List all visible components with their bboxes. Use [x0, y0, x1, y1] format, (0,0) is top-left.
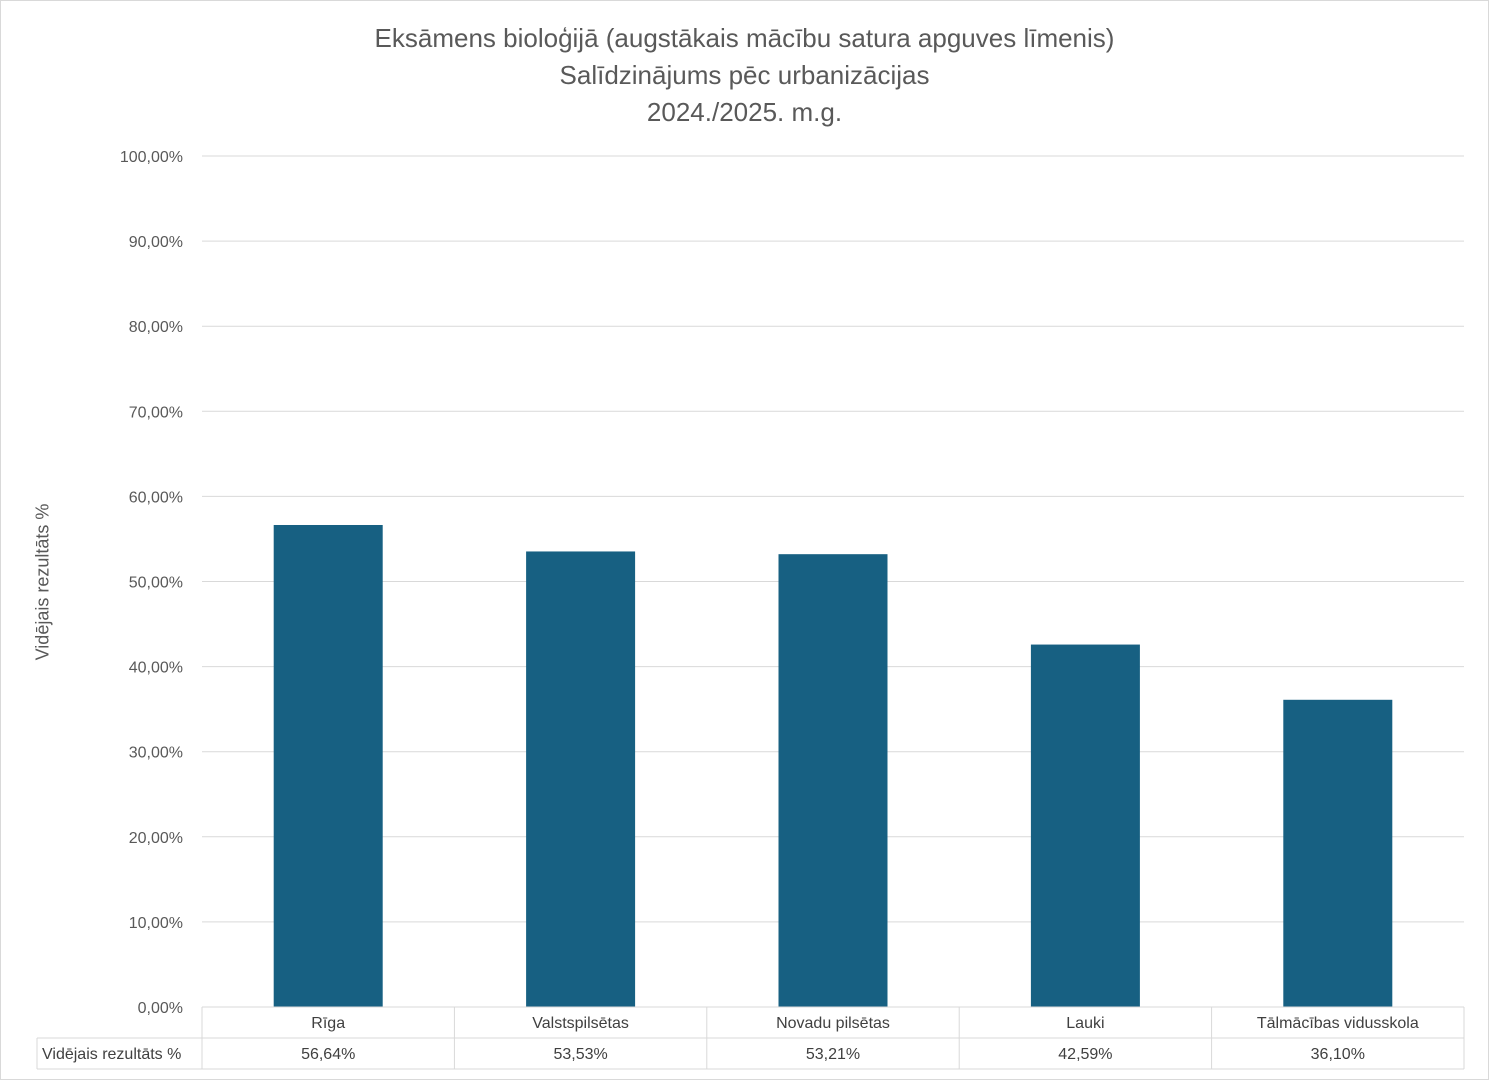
- series-name: Vidējais rezultāts %: [42, 1046, 181, 1063]
- y-tick-label: 20,00%: [129, 830, 183, 847]
- data-label: 56,64%: [301, 1046, 355, 1063]
- y-tick-label: 70,00%: [129, 404, 183, 421]
- bar: [1283, 699, 1393, 1007]
- category-label: Novadu pilsētas: [776, 1015, 890, 1032]
- category-label: Valstspilsētas: [532, 1015, 629, 1032]
- y-tick-label: 60,00%: [129, 489, 183, 506]
- data-table: Rīga 56,64% Valstspilsētas 53,53% Novadu pil…: [36, 1006, 1465, 1070]
- y-tick-label: 100,00%: [120, 149, 183, 166]
- data-label: 53,53%: [553, 1046, 607, 1063]
- bar: [526, 551, 636, 1007]
- chart-title-line-3: 2024./2025. m.g.: [646, 97, 843, 127]
- y-tick-label: 0,00%: [138, 1000, 183, 1017]
- chart-title: Eksāmens bioloģijā (augstākais mācību sa…: [0, 20, 1489, 131]
- y-tick-labels: 0,00% 10,00% 20,00% 30,00% 40,00% 50,00% 60,00…: [120, 149, 183, 1017]
- y-tick-label: 10,00%: [129, 915, 183, 932]
- category-label: Tālmācības vidusskola: [1257, 1015, 1419, 1032]
- category-label: Rīga: [311, 1015, 345, 1032]
- bars: [273, 524, 1393, 1007]
- data-label: 42,59%: [1058, 1046, 1112, 1063]
- data-label: 36,10%: [1311, 1046, 1365, 1063]
- bar: [778, 554, 888, 1007]
- y-tick-label: 90,00%: [129, 234, 183, 251]
- chart-title-line-1: Eksāmens bioloģijā (augstākais mācību sa…: [374, 23, 1115, 53]
- y-tick-label: 40,00%: [129, 660, 183, 677]
- y-tick-label: 50,00%: [129, 575, 183, 592]
- chart-title-line-2: Salīdzinājums pēc urbanizācijas: [559, 60, 930, 90]
- bar: [273, 524, 383, 1007]
- bar: [1030, 644, 1140, 1007]
- y-tick-label: 80,00%: [129, 319, 183, 336]
- category-label: Lauki: [1066, 1015, 1104, 1032]
- data-label: 53,21%: [806, 1046, 860, 1063]
- y-tick-label: 30,00%: [129, 745, 183, 762]
